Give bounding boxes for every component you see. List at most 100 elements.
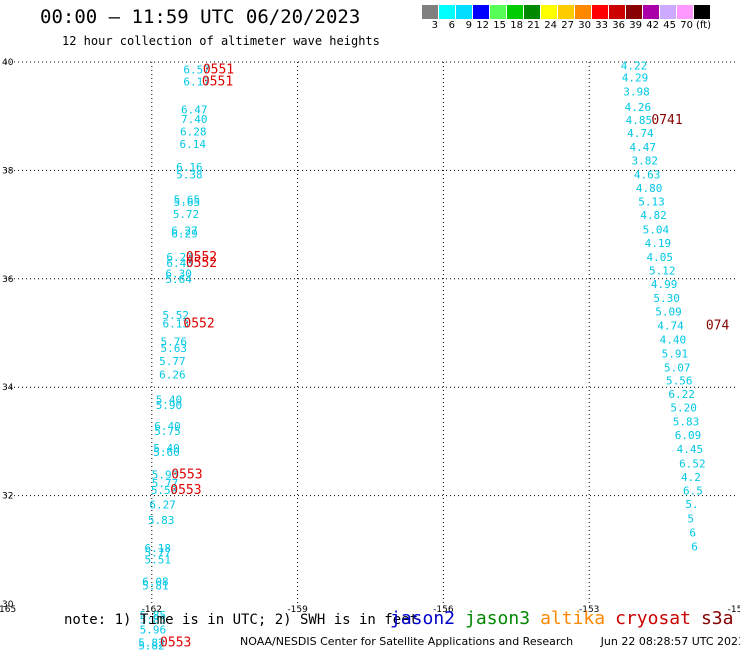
map-subtitle: 12 hour collection of altimeter wave hei… [62, 34, 380, 48]
wave-height-value: 6.26 [159, 369, 186, 382]
color-swatch [575, 5, 592, 19]
wave-height-value: 5.64 [165, 273, 192, 286]
wave-height-value: 3.82 [631, 154, 658, 167]
wave-height-value: 5.90 [156, 399, 183, 412]
credits-line: NOAA/NESDIS Center for Satellite Applica… [240, 635, 740, 648]
color-scale-label: 21 [527, 20, 540, 31]
track-a-values: 6.576.176.477.406.286.146.165.385.655.65… [138, 63, 210, 650]
track-b-values: 4.224.293.984.264.854.744.473.824.634.80… [621, 60, 706, 554]
wave-height-value: 5.83 [148, 514, 175, 527]
wave-height-value: 5.04 [643, 223, 670, 236]
color-scale-label: 15 [493, 20, 506, 31]
color-scale-label: 36 [612, 20, 625, 31]
wave-height-value: 4.99 [651, 278, 678, 291]
wave-height-value: 5.40 [156, 393, 183, 406]
color-swatch [626, 5, 643, 19]
wave-height-value: 5.59 [151, 484, 178, 497]
wave-height-value: 6 [691, 540, 698, 553]
color-scale-label: 33 [595, 20, 608, 31]
wave-height-value: 5.65 [174, 193, 201, 206]
wave-height-value: 5.76 [161, 335, 188, 348]
color-swatch [422, 5, 439, 19]
color-scale-legend: 3 6 9 12 15 18 21 24 27 30 33 36 39 42 45 70 (ft) [422, 5, 711, 31]
track-b-times: 0741 074 [651, 113, 729, 334]
color-scale-label: 9 [465, 20, 472, 31]
pass-time-label: 0551 [202, 74, 233, 89]
wave-height-value: 5.75 [154, 425, 181, 438]
wave-height-value: 5.90 [152, 468, 179, 481]
color-swatch [490, 5, 507, 19]
color-swatch [609, 5, 626, 19]
wave-height-value: 4.29 [622, 72, 649, 85]
lat-tick-label: 38 [2, 166, 14, 176]
wave-height-value: 4.19 [645, 237, 672, 250]
wave-height-value: 6.43 [166, 257, 193, 270]
mission-legend: jason2 jason3 altika cryosat s3a [390, 608, 740, 629]
wave-height-value: 5.63 [161, 342, 188, 355]
color-swatch [439, 5, 456, 19]
wave-height-value: 6.30 [165, 268, 192, 281]
wave-height-value: 6.22 [668, 388, 695, 401]
color-scale-label: 24 [544, 20, 557, 31]
wave-height-value: 4.26 [625, 101, 652, 114]
pass-time-label: 0741 [651, 113, 682, 128]
wave-height-value: 5.91 [662, 347, 689, 360]
wave-height-value: 4.2 [681, 471, 701, 484]
lon-tick-label: -156 [433, 605, 454, 615]
color-scale-label: 42 [646, 20, 659, 31]
wave-height-value: 5.30 [653, 292, 680, 305]
wave-height-value: 7.40 [181, 113, 208, 126]
wave-height-value: 4.80 [636, 182, 663, 195]
wave-height-value: 4.85 [626, 114, 653, 127]
wave-height-value: 6.28 [180, 126, 207, 139]
wave-height-value: 6.29 [166, 251, 193, 264]
lon-tick-label: -162 [142, 605, 162, 615]
credits-text: NOAA/NESDIS Center for Satellite Applica… [240, 635, 574, 648]
axis-ticks: -165 -162 -159 -156 -153 -15 30 32 34 36 38 40 [0, 58, 740, 615]
mission-name: cryosat [615, 608, 691, 629]
wave-height-value: 6.40 [154, 420, 181, 433]
wave-height-value: 5.07 [664, 361, 691, 374]
color-swatch [592, 5, 609, 19]
lat-tick-label: 30 [2, 600, 14, 610]
wave-height-value: 5.60 [153, 446, 180, 459]
mission-name: jason3 [465, 608, 531, 629]
pass-time-label: 0553 [160, 635, 191, 650]
color-scale-unit: (ft) [696, 20, 712, 31]
lat-tick-label: 34 [2, 383, 14, 393]
pass-time-label: 0552 [183, 317, 214, 332]
color-swatch [541, 5, 558, 19]
wave-height-value: 5.77 [145, 546, 172, 559]
wave-height-value: 6.08 [142, 576, 169, 589]
wave-height-value: 4.74 [627, 127, 654, 140]
wave-height-value: 6 [689, 526, 696, 539]
wave-height-value: 6.16 [176, 161, 203, 174]
color-scale-label: 39 [629, 20, 642, 31]
wave-height-value: 6.27 [171, 224, 198, 237]
mission-name: altika [540, 608, 606, 629]
wave-height-value: 5.51 [145, 553, 172, 566]
wave-height-value: 5.09 [655, 306, 682, 319]
wave-height-value: 5.12 [649, 264, 676, 277]
wave-height-value: 6.17 [183, 75, 210, 88]
pass-time-label: 0551 [203, 62, 234, 77]
color-swatch [456, 5, 473, 19]
wave-height-value: 4.82 [640, 209, 667, 222]
wave-height-value: 5.56 [666, 374, 693, 387]
lon-tick-label: -165 [0, 605, 16, 615]
color-scale-label: 6 [448, 20, 455, 31]
wave-height-value: 3.98 [623, 86, 650, 99]
map-title: 00:00 – 11:59 UTC 06/20/2023 [40, 6, 361, 28]
wave-height-value: 5.13 [638, 196, 665, 209]
pass-time-label: 0552 [186, 256, 217, 271]
wave-height-value: 4.63 [634, 169, 661, 182]
wave-height-value: 5 [687, 513, 694, 526]
wave-height-value: 4.45 [677, 443, 704, 456]
wave-height-value: 6.14 [180, 138, 207, 151]
wave-height-value: 5.77 [152, 477, 179, 490]
wave-height-value: 6.09 [675, 429, 702, 442]
color-scale-swatches [422, 5, 711, 19]
wave-height-value: 6.5 [683, 485, 703, 498]
wave-height-value: 5.85 [140, 614, 167, 627]
